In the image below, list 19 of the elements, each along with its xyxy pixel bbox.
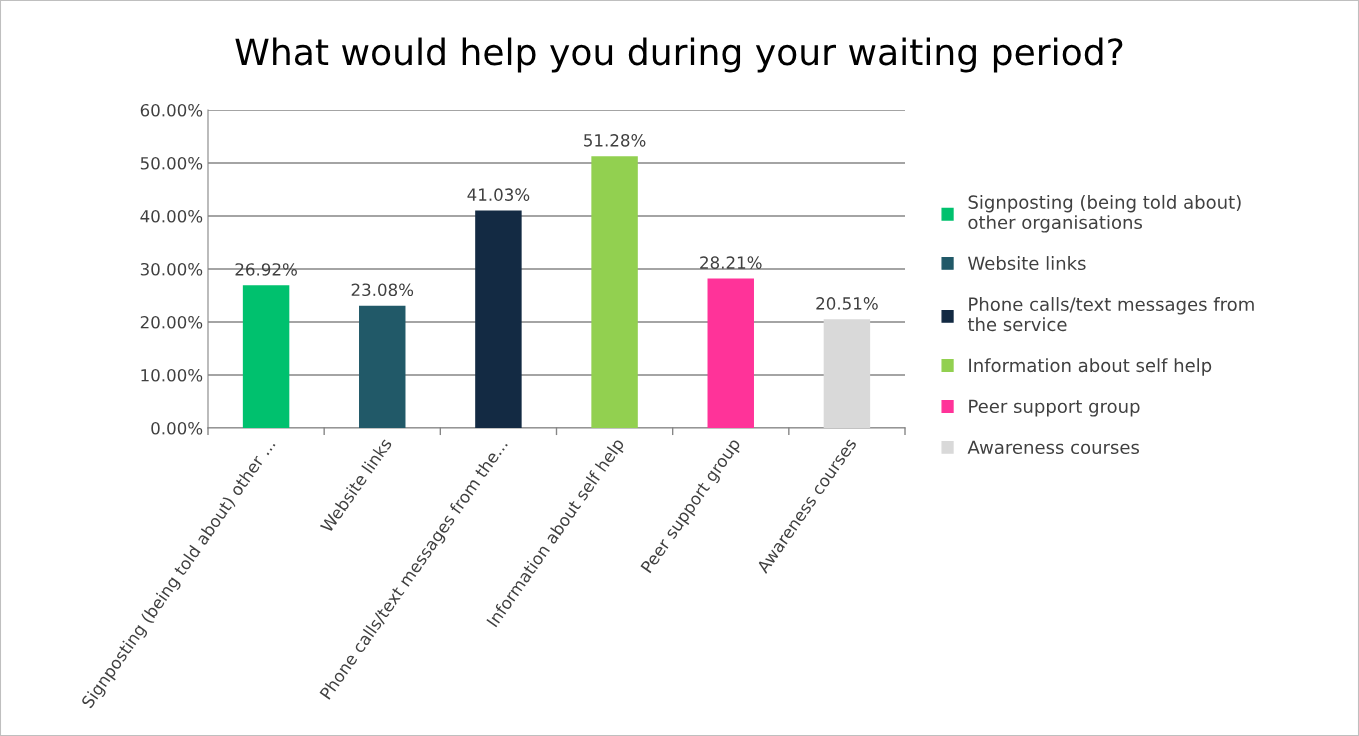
legend-label: Phone calls/text messages from the service xyxy=(967,297,1254,332)
data-label: 28.21% xyxy=(700,256,762,269)
data-label: 41.03% xyxy=(467,188,530,201)
data-label: 20.51% xyxy=(816,297,878,310)
legend-label: Website links xyxy=(968,256,1086,271)
y-tick-label: 50.00% xyxy=(140,156,203,170)
y-tick-label: 0.00% xyxy=(151,421,203,435)
data-label: 51.28% xyxy=(584,134,646,147)
y-tick-label: 30.00% xyxy=(140,262,203,276)
data-label: 26.92% xyxy=(235,263,297,276)
y-tick-label: 20.00% xyxy=(140,315,203,329)
legend-label: Information about self help xyxy=(969,358,1212,376)
y-tick-label: 10.00% xyxy=(141,368,203,382)
y-tick-label: 40.00% xyxy=(140,209,203,223)
legend-label: Peer support group xyxy=(969,399,1140,417)
data-label: 23.08% xyxy=(351,283,414,297)
chart-title: What would help you during your waiting period? xyxy=(235,37,1123,73)
legend-label: Signposting (being told about) other organisations xyxy=(968,194,1241,233)
y-tick-label: 60.00% xyxy=(140,103,203,117)
